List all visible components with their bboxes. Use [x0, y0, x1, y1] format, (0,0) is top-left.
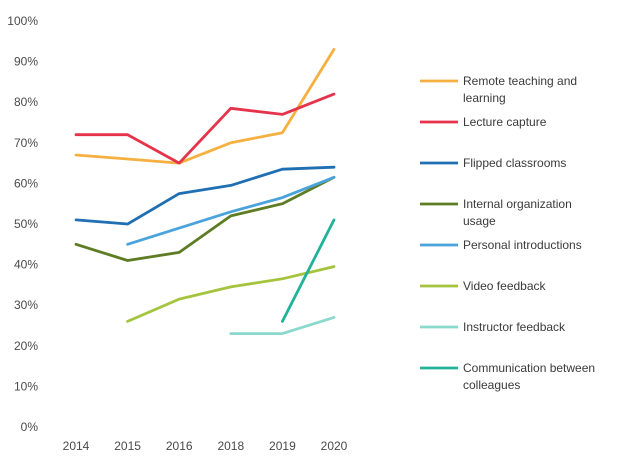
legend-label: Flipped classrooms [463, 156, 566, 170]
x-tick-label: 2014 [63, 439, 90, 453]
y-tick-label: 100% [7, 14, 38, 28]
legend-label: Internal organization usage [463, 197, 572, 228]
x-tick-label: 2016 [166, 439, 193, 453]
y-tick-label: 10% [14, 379, 38, 393]
legend-label: Personal introductions [463, 238, 582, 252]
series-lines [74, 48, 336, 335]
series-line-3 [74, 165, 336, 226]
series-line-2 [74, 92, 336, 165]
legend-label: Remote teaching and learning [463, 74, 577, 105]
legend: Remote teaching and learning Lecture captu… [420, 74, 595, 392]
legend-label: Communication between colleagues [463, 361, 595, 392]
y-tick-label: 40% [14, 258, 38, 272]
series-line-5 [126, 175, 336, 246]
legend-label: Video feedback [463, 279, 547, 293]
series-line-7 [229, 316, 336, 335]
x-tick-label: 2015 [114, 439, 141, 453]
y-tick-label: 70% [14, 136, 38, 150]
y-tick-label: 20% [14, 339, 38, 353]
legend-label: Lecture capture [463, 115, 547, 129]
x-tick-label: 2020 [321, 439, 348, 453]
legend-label: Instructor feedback [463, 320, 566, 334]
y-tick-label: 50% [14, 217, 38, 231]
series-line-4 [74, 175, 336, 262]
x-axis-ticks: 2014 2015 2016 2018 2019 2020 [63, 439, 348, 453]
x-tick-label: 2018 [217, 439, 244, 453]
y-tick-label: 90% [14, 55, 38, 69]
y-tick-label: 30% [14, 298, 38, 312]
y-tick-label: 60% [14, 176, 38, 190]
y-tick-label: 0% [21, 420, 39, 434]
y-tick-label: 80% [14, 95, 38, 109]
series-line-1 [74, 48, 336, 165]
x-tick-label: 2019 [269, 439, 296, 453]
series-line-8 [281, 218, 336, 323]
y-axis-ticks: 0% 10% 20% 30% 40% 50% 60% 70% 80% 90% 100% [7, 14, 38, 434]
series-line-6 [126, 265, 336, 323]
